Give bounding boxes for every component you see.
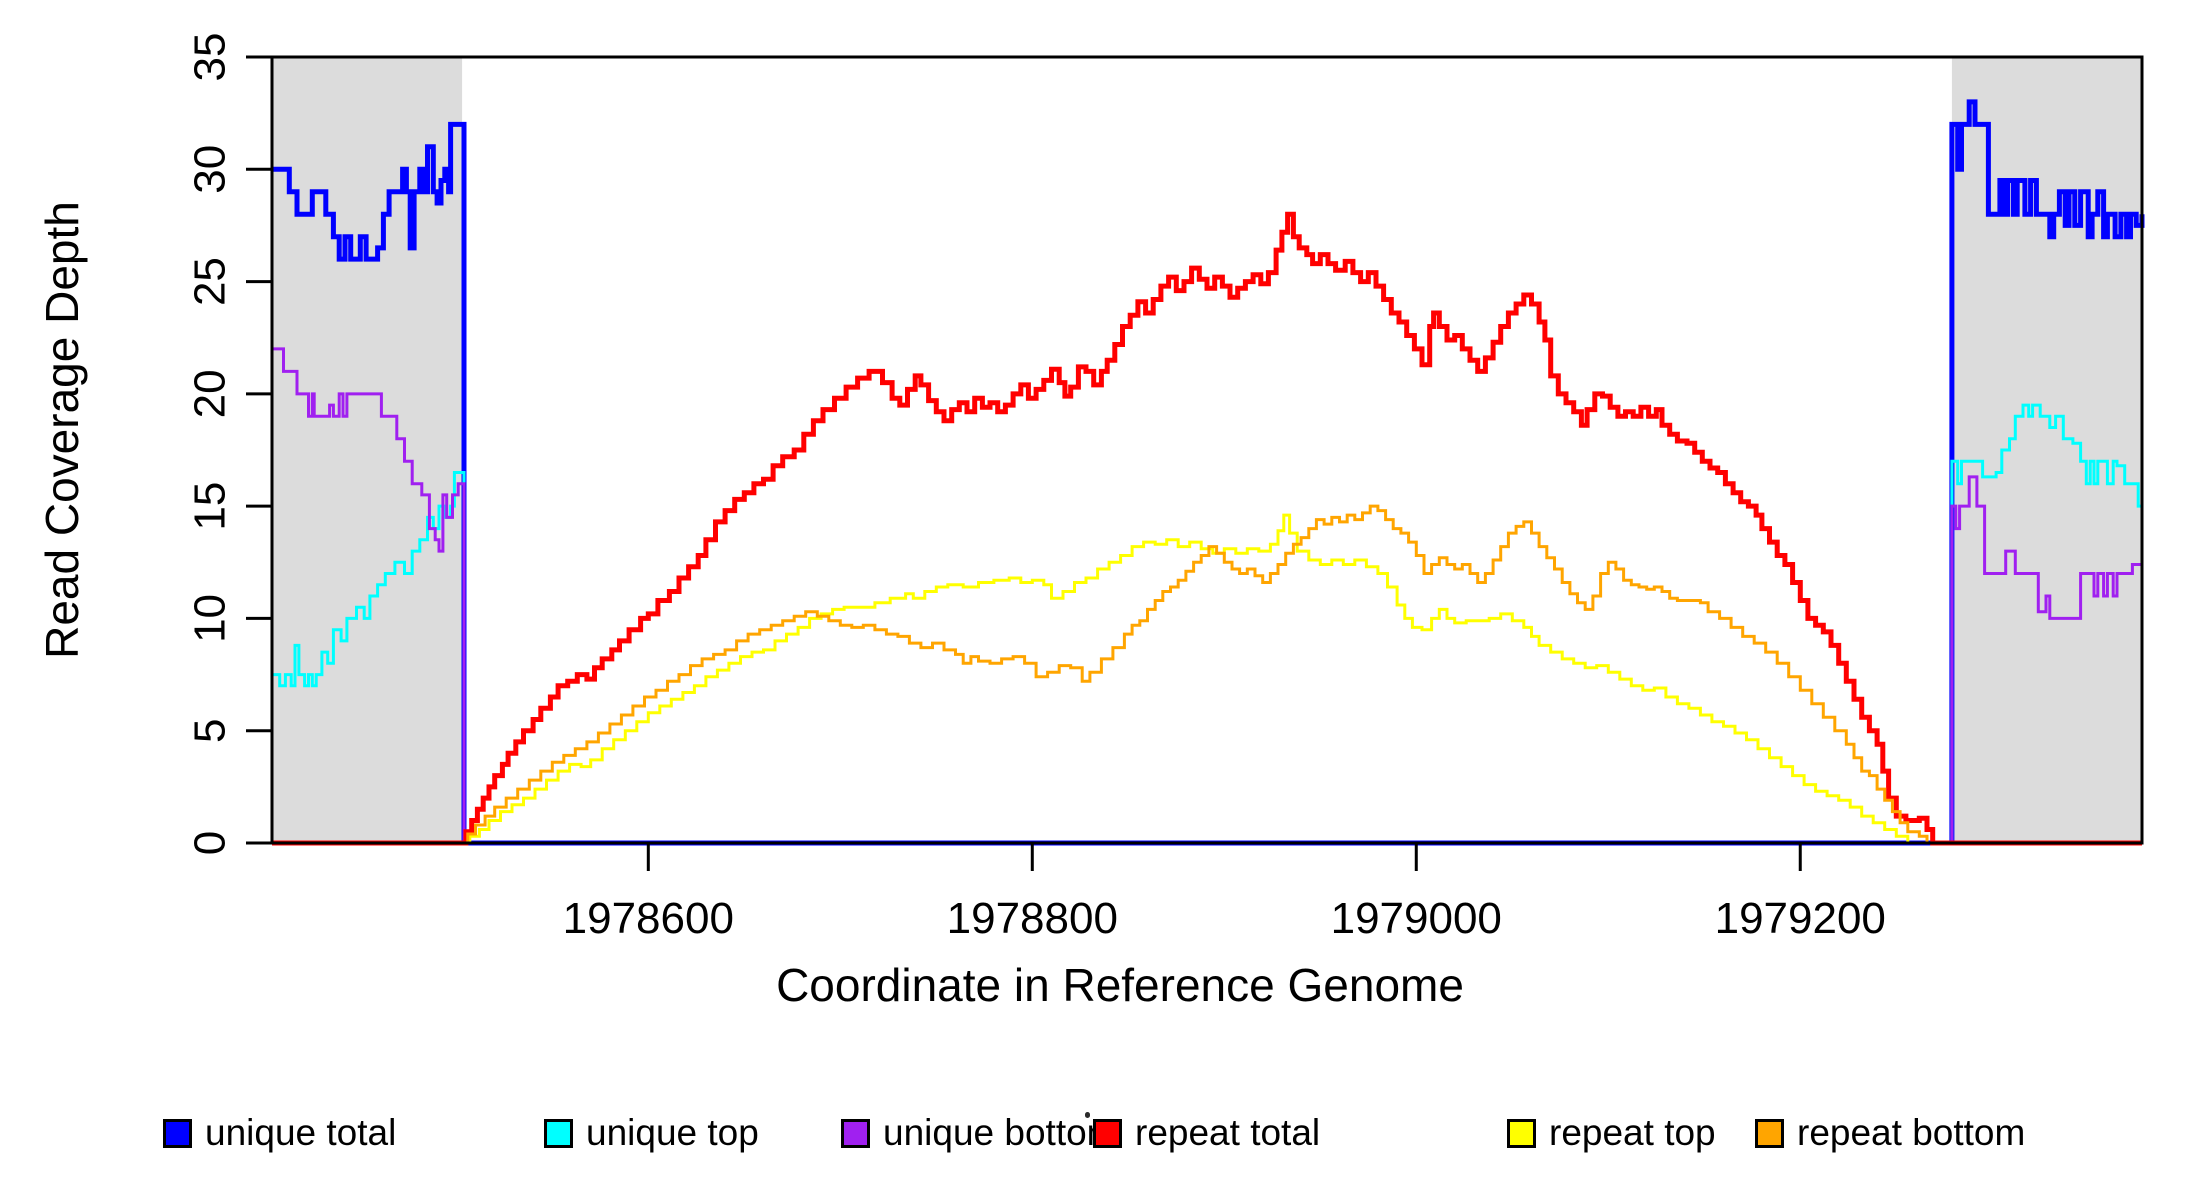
repeat-bottom-swatch [1755, 1118, 1784, 1148]
legend-label: unique total [205, 1112, 397, 1153]
unique-total-swatch [163, 1118, 192, 1148]
legend-label: repeat bottom [1797, 1112, 2026, 1153]
legend-item-repeat-total: repeat total [1093, 1112, 1320, 1154]
stray-mark [1085, 1112, 1090, 1118]
y-tick-label: 5 [186, 718, 235, 742]
series-unique-bottom [272, 347, 2142, 845]
y-tick-label: 35 [186, 33, 235, 82]
y-tick-label: 30 [186, 145, 235, 194]
series-repeat-total [272, 211, 2142, 846]
y-tick-label: 0 [186, 831, 235, 855]
legend-label: unique top [586, 1112, 759, 1153]
unique-top-swatch [544, 1118, 573, 1148]
shaded-region-left-unique-flank [272, 57, 463, 843]
repeat-total-swatch [1093, 1118, 1122, 1148]
x-tick-label: 1979000 [1331, 894, 1502, 943]
legend: unique total unique top unique bottom re… [0, 1112, 2200, 1162]
coverage-step-chart: 1978600 1978800 1979000 1979200 0 5 10 15 20 25 30… [186, 33, 2145, 943]
x-tick-label: 1978800 [947, 894, 1118, 943]
series-unique-total [272, 99, 2145, 846]
legend-item-unique-bottom: unique bottom [841, 1112, 1118, 1154]
x-tick-label: 1978600 [563, 894, 734, 943]
series-unique-top [272, 403, 2144, 845]
repeat-top-swatch [1507, 1118, 1536, 1148]
x-axis-title: Coordinate in Reference Genome [776, 959, 1464, 1011]
legend-label: repeat total [1135, 1112, 1321, 1153]
series-repeat-bottom [272, 504, 2142, 845]
shaded-region-right-unique-flank [1951, 57, 2142, 843]
y-axis-title: Read Coverage Depth [36, 201, 88, 659]
legend-label: unique bottom [883, 1112, 1118, 1153]
legend-item-repeat-top: repeat top [1507, 1112, 1716, 1154]
x-tick-label: 1979200 [1715, 894, 1886, 943]
y-tick-label: 15 [186, 482, 235, 531]
legend-item-unique-top: unique top [544, 1112, 759, 1154]
legend-label: repeat top [1549, 1112, 1716, 1153]
series-repeat-top [272, 513, 2142, 845]
legend-item-unique-total: unique total [163, 1112, 396, 1154]
unique-bottom-swatch [841, 1118, 870, 1148]
plot-frame [270, 55, 2144, 845]
y-tick-label: 20 [186, 369, 235, 418]
legend-item-repeat-bottom: repeat bottom [1755, 1112, 2025, 1154]
y-tick-label: 10 [186, 594, 235, 643]
y-tick-label: 25 [186, 257, 235, 306]
